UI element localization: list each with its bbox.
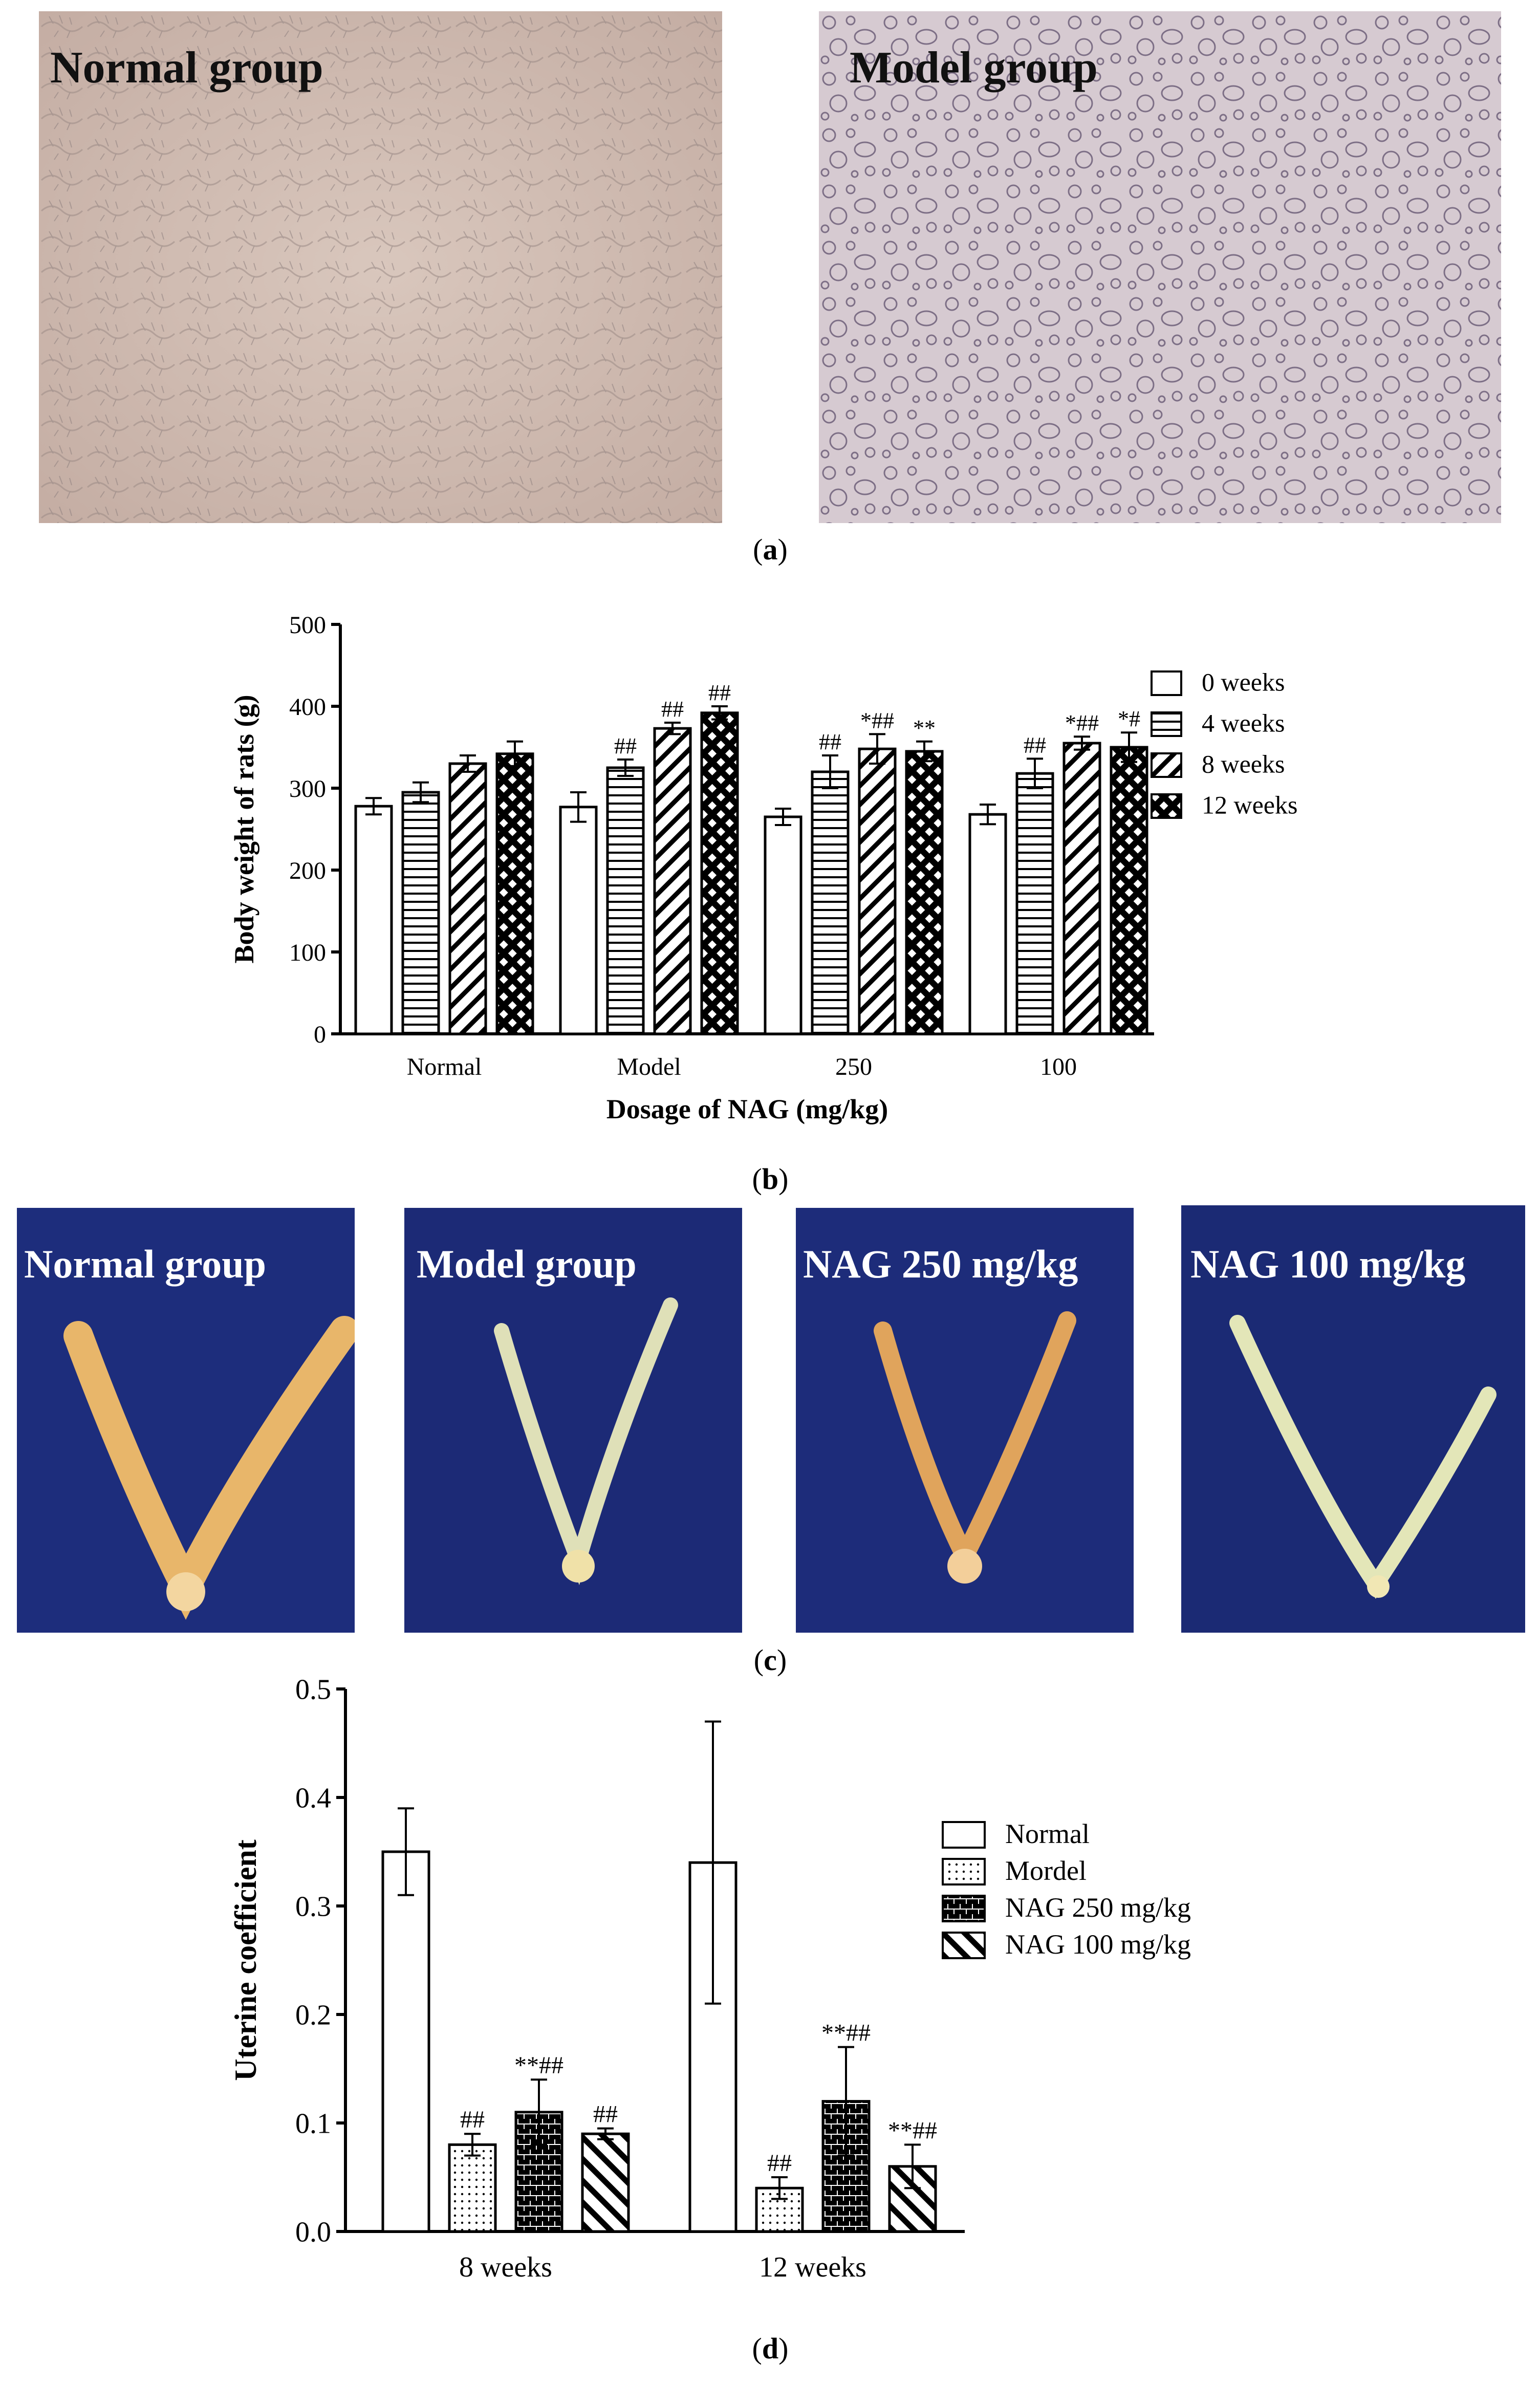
y-tick-label: 400 bbox=[289, 693, 326, 721]
caption-b: (b) bbox=[752, 1162, 789, 1196]
bar bbox=[1062, 742, 1101, 1035]
uterus-model-label: Model group bbox=[417, 1242, 637, 1286]
legend-label: Normal bbox=[1005, 1818, 1090, 1849]
y-tick-label: 300 bbox=[289, 775, 326, 803]
micrograph-normal: Normal group bbox=[39, 11, 722, 523]
significance-label: **## bbox=[888, 2117, 937, 2144]
uterus-nag100-label: NAG 100 mg/kg bbox=[1190, 1242, 1466, 1286]
bar bbox=[354, 805, 393, 1035]
bar bbox=[559, 806, 598, 1035]
legend-label: 8 weeks bbox=[1202, 750, 1285, 778]
body-weight-chart: 0 100 200 300 400 500 Body weight of rats (g) D… bbox=[229, 612, 1297, 1124]
significance-label: *## bbox=[860, 708, 894, 733]
bar bbox=[764, 815, 802, 1035]
y-tick-label: 0.2 bbox=[295, 2000, 331, 2031]
bar bbox=[581, 2132, 630, 2233]
legend-label: Mordel bbox=[1005, 1855, 1087, 1886]
legend-swatch bbox=[1151, 752, 1182, 778]
uterus-normal-image bbox=[17, 1208, 355, 1633]
bar bbox=[811, 770, 850, 1035]
x-tick-label: Model bbox=[617, 1053, 681, 1080]
micrograph-model-image bbox=[819, 11, 1501, 523]
bar bbox=[381, 1850, 430, 2233]
significance-label: ## bbox=[614, 733, 637, 758]
y-axis-label: Uterine coefficient bbox=[229, 1839, 263, 2080]
uterus-nag250-label: NAG 250 mg/kg bbox=[803, 1242, 1078, 1286]
significance-label: ## bbox=[593, 2101, 618, 2128]
bar bbox=[700, 711, 739, 1035]
y-tick-label: 200 bbox=[289, 857, 326, 884]
y-tick-label: 0.4 bbox=[295, 1783, 331, 1814]
uterus-photo-nag100: NAG 100 mg/kg bbox=[1181, 1205, 1525, 1633]
bar bbox=[905, 750, 944, 1035]
x-tick-label: 8 weeks bbox=[459, 2251, 552, 2283]
bar bbox=[1015, 772, 1054, 1035]
caption-c: (c) bbox=[753, 1643, 787, 1677]
significance-label: **## bbox=[821, 2020, 871, 2047]
uterus-photo-normal: Normal group bbox=[17, 1208, 355, 1633]
y-tick-label: 0.5 bbox=[295, 1674, 331, 1706]
micrograph-normal-label: Normal group bbox=[50, 43, 323, 93]
legend-swatch bbox=[942, 1895, 986, 1922]
significance-label: ## bbox=[767, 2150, 792, 2177]
bar bbox=[448, 2143, 497, 2233]
x-tick-label: 100 bbox=[1040, 1053, 1077, 1080]
legend-swatch bbox=[942, 1821, 986, 1849]
legend-label: NAG 100 mg/kg bbox=[1005, 1929, 1191, 1960]
legend-label: 4 weeks bbox=[1202, 709, 1285, 738]
bar bbox=[606, 766, 645, 1035]
legend-swatch bbox=[1151, 670, 1182, 696]
x-tick-label: 250 bbox=[835, 1053, 872, 1080]
bar bbox=[653, 727, 692, 1035]
significance-label: ## bbox=[1024, 732, 1046, 757]
y-tick-label: 0.3 bbox=[295, 1891, 331, 1923]
bar bbox=[401, 791, 440, 1035]
bar bbox=[448, 762, 487, 1035]
y-axis-label: Body weight of rats (g) bbox=[229, 695, 259, 964]
significance-label: ## bbox=[708, 680, 731, 705]
significance-label: ** bbox=[913, 716, 936, 741]
legend-label: 0 weeks bbox=[1202, 668, 1285, 697]
legend-swatch bbox=[942, 1932, 986, 1959]
y-tick-label: 0 bbox=[314, 1021, 326, 1048]
bar bbox=[495, 752, 534, 1035]
caption-d: (d) bbox=[752, 2332, 789, 2365]
legend-label: NAG 250 mg/kg bbox=[1005, 1892, 1191, 1923]
x-tick-label: Normal bbox=[407, 1053, 482, 1080]
significance-label: *# bbox=[1118, 706, 1140, 731]
uterus-photo-nag250: NAG 250 mg/kg bbox=[796, 1208, 1134, 1633]
micrograph-model-label: Model group bbox=[850, 43, 1098, 93]
uterine-coefficient-chart: 0.0 0.1 0.2 0.3 0.4 0.5 Uterine coefficient 8 w… bbox=[229, 1674, 1191, 2283]
uterus-nag250-image bbox=[796, 1208, 1134, 1633]
y-tick-label: 100 bbox=[289, 939, 326, 966]
micrograph-normal-image bbox=[39, 11, 722, 523]
uterus-normal-label: Normal group bbox=[24, 1242, 267, 1286]
significance-label: ## bbox=[460, 2106, 485, 2133]
y-tick-label: 0.1 bbox=[295, 2108, 331, 2140]
micrograph-model: Model group bbox=[819, 11, 1501, 523]
legend-label: 12 weeks bbox=[1202, 791, 1297, 819]
legend-swatch bbox=[942, 1858, 986, 1885]
x-axis-label: Dosage of NAG (mg/kg) bbox=[606, 1094, 888, 1124]
uterus-nag100-image bbox=[1181, 1205, 1525, 1633]
bar bbox=[858, 747, 897, 1035]
y-tick-label: 0.0 bbox=[295, 2217, 331, 2248]
y-tick-label: 500 bbox=[289, 612, 326, 639]
bar bbox=[1110, 746, 1148, 1035]
legend-swatch bbox=[1151, 711, 1182, 737]
significance-label: **## bbox=[514, 2052, 563, 2079]
caption-a: (a) bbox=[753, 533, 788, 566]
significance-label: ## bbox=[819, 729, 841, 754]
bar bbox=[968, 813, 1007, 1035]
uterus-model-image bbox=[404, 1208, 742, 1633]
significance-label: *## bbox=[1065, 710, 1099, 735]
x-tick-label: 12 weeks bbox=[759, 2251, 866, 2283]
uterus-photo-model: Model group bbox=[404, 1208, 742, 1633]
significance-label: ## bbox=[661, 697, 684, 722]
legend-swatch bbox=[1151, 793, 1182, 819]
